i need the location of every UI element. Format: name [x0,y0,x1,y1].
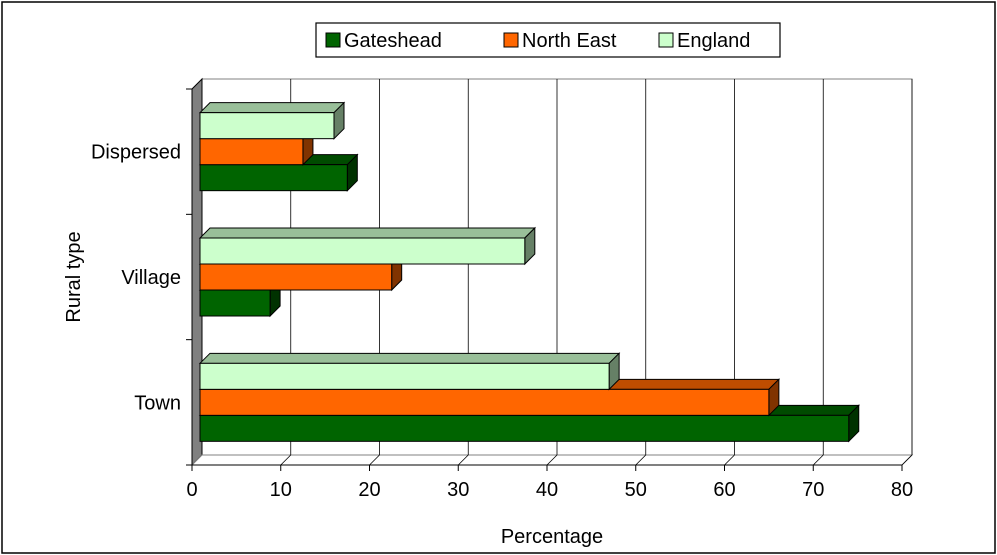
y-tick-label: Dispersed [91,142,181,164]
bar-top [198,352,621,364]
bar-top [198,227,537,239]
bar-front [199,164,348,192]
x-tick-label: 0 [186,479,197,501]
x-tick-label: 70 [802,479,824,501]
x-tick-label: 60 [713,479,735,501]
y-axis-title: Rural type [63,231,85,322]
gridline-floor [546,454,558,466]
x-tick-label: 30 [447,479,469,501]
gridline-floor [280,454,292,466]
gridline-floor [369,454,380,466]
bar-front [199,237,526,265]
y-tick-label: Village [121,267,181,289]
bar-front [199,362,610,390]
x-tick-label: 80 [891,479,913,501]
gridline-floor [635,454,647,466]
x-tick-label: 50 [625,479,647,501]
gridline-floor [901,454,913,466]
bar [198,352,621,391]
bar-front [199,263,393,291]
bar-front [199,138,304,166]
legend-label: North East [522,30,617,52]
y-tick-label: Town [134,392,181,414]
bar-front [199,388,770,416]
bar-front [199,414,850,442]
legend-swatch [325,32,341,48]
legend-box [315,22,781,58]
bar-front [199,289,271,317]
bar [198,226,537,266]
gridline-floor [812,454,824,466]
legend-label: England [677,30,750,52]
gridline-floor [724,454,735,466]
x-axis-title: Percentage [501,526,603,548]
legend-swatch [503,32,519,48]
bar-top [198,102,346,114]
legend-label: Gateshead [344,30,442,52]
x-tick-label: 10 [270,479,292,501]
bar-front [199,112,335,140]
x-tick-label: 40 [536,479,558,501]
legend-swatch [658,32,674,48]
x-tick-label: 20 [358,479,380,501]
gridline-floor [457,454,469,466]
bar [198,101,346,140]
